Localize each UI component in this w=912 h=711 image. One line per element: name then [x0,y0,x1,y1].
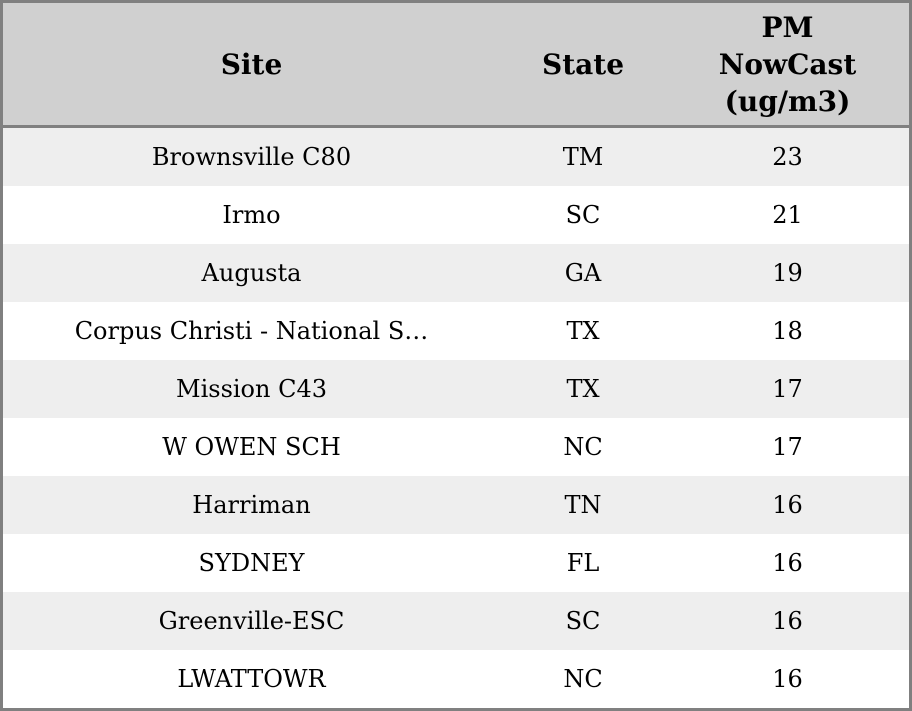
site-cell: Corpus Christi - National S… [74,317,429,345]
state-cell: TX [566,375,600,403]
pm-cell: 18 [772,317,803,345]
table-body: Brownsville C80 TM 23 Irmo SC 21 Augusta… [3,126,909,708]
table-row: Brownsville C80 TM 23 [3,126,909,186]
header-row: Site State PM NowCast (ug/m3) [3,3,909,128]
site-cell: Harriman [192,491,311,519]
state-cell: SC [565,607,601,635]
site-pm-table: Site State PM NowCast (ug/m3) Brownsvill… [3,3,909,708]
state-cell: FL [566,549,600,577]
table-row: SYDNEY FL 16 [3,534,909,592]
state-cell: TX [566,317,600,345]
table-row: Augusta GA 19 [3,244,909,302]
site-cell: Augusta [201,259,302,287]
pm-cell: 16 [772,491,803,519]
site-cell: Mission C43 [176,375,327,403]
pm-cell: 16 [772,549,803,577]
state-cell: TM [562,143,604,171]
state-cell: NC [563,665,603,693]
site-cell: Greenville-ESC [158,607,345,635]
table-row: Mission C43 TX 17 [3,360,909,418]
pm-cell: 17 [772,375,803,403]
site-cell: Brownsville C80 [151,143,352,171]
pm-cell: 17 [772,433,803,461]
column-header-site[interactable]: Site [3,3,500,128]
table-row: W OWEN SCH NC 17 [3,418,909,476]
state-cell: GA [564,259,602,287]
table-row: Harriman TN 16 [3,476,909,534]
state-cell: TN [564,491,602,519]
table-row: Irmo SC 21 [3,186,909,244]
site-cell: W OWEN SCH [162,433,341,461]
pm-cell: 16 [772,665,803,693]
state-cell: NC [563,433,603,461]
column-header-pm-nowcast[interactable]: PM NowCast (ug/m3) [666,3,909,128]
table-row: Corpus Christi - National S… TX 18 [3,302,909,360]
site-cell: SYDNEY [198,549,305,577]
state-cell: SC [565,201,601,229]
table-row: Greenville-ESC SC 16 [3,592,909,650]
pm-cell: 16 [772,607,803,635]
column-header-state[interactable]: State [500,3,666,128]
table-row: LWATTOWR NC 16 [3,650,909,708]
pm-cell: 19 [772,259,803,287]
pm-cell: 23 [772,143,803,171]
site-cell: Irmo [222,201,281,229]
site-cell: LWATTOWR [177,665,326,693]
table-header: Site State PM NowCast (ug/m3) [3,3,909,128]
pm-cell: 21 [772,201,803,229]
